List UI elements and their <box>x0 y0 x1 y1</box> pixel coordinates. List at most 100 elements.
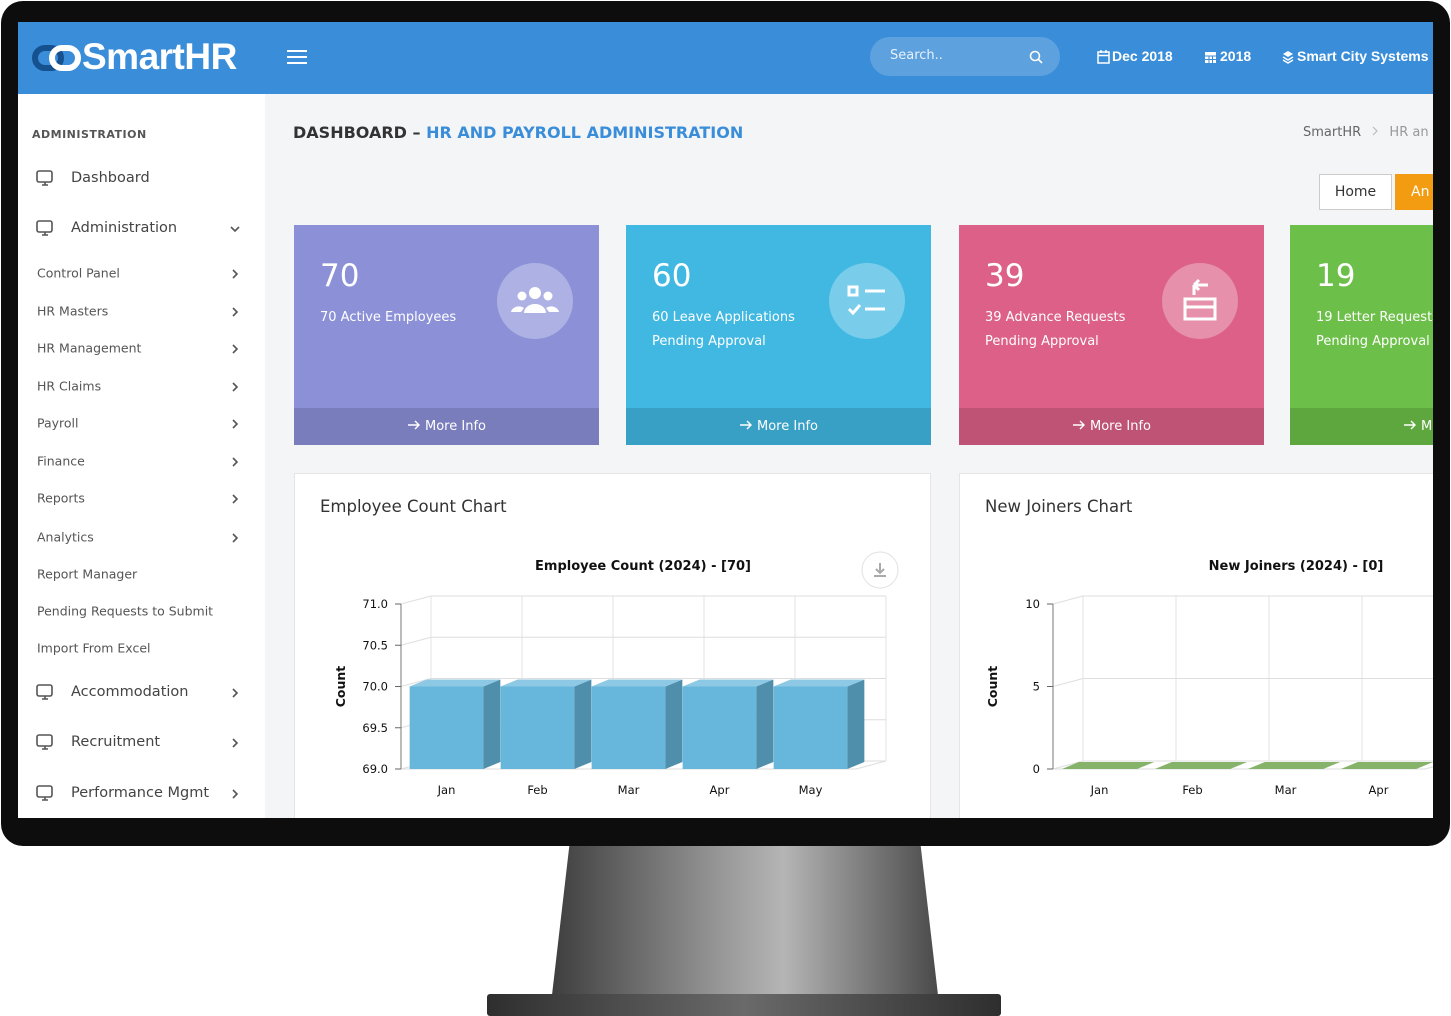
company-name[interactable]: Smart City Systems <box>1297 48 1429 64</box>
bar-top <box>682 679 774 687</box>
nav-item[interactable]: Import From Excel <box>18 633 265 663</box>
nav-item[interactable]: Payroll <box>18 408 265 438</box>
nav-item[interactable]: HR Claims <box>18 371 265 401</box>
nav-item[interactable]: HR Masters <box>18 296 265 326</box>
search-icon <box>1029 50 1043 64</box>
bar-side <box>574 679 592 769</box>
nav-item[interactable]: Analytics <box>18 522 265 552</box>
card-footer[interactable]: More Info <box>1290 408 1433 445</box>
nav-arrow <box>232 533 239 543</box>
stat-card: 39 39 Advance Requests Pending Approval Mor… <box>959 225 1264 445</box>
nav-arrow-shape <box>232 494 239 504</box>
chart-title: Employee Count (2024) - [70] <box>535 559 751 574</box>
nav-arrow <box>232 457 239 467</box>
floor-line <box>1424 766 1433 770</box>
nav-arrow <box>232 269 239 279</box>
x-tick-label: Apr <box>710 783 730 797</box>
home-button[interactable]: Home <box>1319 174 1392 210</box>
stat-label: 19 Letter Requests <box>1316 310 1433 325</box>
nav-item[interactable]: Control Panel <box>18 258 265 288</box>
y-tick-label: 10 <box>1025 597 1040 611</box>
stat-card: 60 60 Leave Applications Pending Approval M… <box>626 225 931 445</box>
x-tick-label: Jan <box>437 783 456 797</box>
nav-label: Performance Mgmt <box>71 785 210 801</box>
breadcrumb-item: HR an <box>1389 125 1429 140</box>
period-year[interactable]: 2018 <box>1220 48 1252 64</box>
card-footer[interactable]: More Info <box>294 408 599 445</box>
stat-count: 19 <box>1316 258 1356 294</box>
period-month[interactable]: Dec 2018 <box>1112 48 1173 64</box>
nav-item[interactable]: Report Manager <box>18 559 265 589</box>
footer-arrow-shape <box>740 420 753 430</box>
icon-shape <box>511 304 559 313</box>
menu-toggle[interactable] <box>286 48 308 66</box>
nav-item[interactable]: Administration <box>18 213 265 243</box>
nav-arrow <box>232 344 239 354</box>
footer-arrow <box>1073 420 1086 430</box>
nav-icon <box>36 734 53 750</box>
bar-top <box>1154 762 1248 769</box>
stat-icon-bg <box>829 263 905 339</box>
bar-top <box>591 679 683 687</box>
grid-line <box>400 595 886 605</box>
nav-label: Administration <box>71 220 178 236</box>
stat-label: 70 Active Employees <box>320 310 457 325</box>
nav-arrow <box>232 738 239 748</box>
grid-line <box>1052 760 1433 770</box>
stat-icon-bg <box>1162 263 1238 339</box>
nav-arrow <box>232 789 239 799</box>
nav-arrow-shape <box>232 688 239 698</box>
nav-label: Report Manager <box>37 566 138 582</box>
card-footer[interactable]: More Info <box>626 408 931 445</box>
bar-top <box>409 679 501 687</box>
card-footer[interactable]: More Info <box>959 408 1264 445</box>
footer-arrow-shape <box>1073 420 1086 430</box>
bar-side <box>483 679 501 769</box>
nav-label: Pending Requests to Submit <box>37 603 214 619</box>
search-box[interactable]: Search.. <box>870 37 1060 76</box>
nav-item[interactable]: Performance Mgmt <box>18 778 265 808</box>
icon-shape <box>543 291 553 301</box>
stat-label: Pending Approval <box>652 334 766 349</box>
nav-label: Payroll <box>37 415 79 431</box>
nav-icon-shape <box>36 785 53 798</box>
breadcrumb: SmartHR HR an <box>1303 125 1429 140</box>
stat-card: 70 70 Active Employees More Info <box>294 225 599 445</box>
nav-label: Import From Excel <box>37 640 151 656</box>
stat-label: 39 Advance Requests <box>985 310 1126 325</box>
stat-icon <box>497 263 573 339</box>
nav-item[interactable]: Recruitment <box>18 727 265 757</box>
nav-item[interactable]: Finance <box>18 446 265 476</box>
action-button[interactable]: An <box>1395 174 1433 210</box>
nav-item[interactable]: Pending Requests to Submit <box>18 596 265 626</box>
bar-front <box>591 686 666 769</box>
nav-item[interactable]: Dashboard <box>18 163 265 193</box>
panel-title: New Joiners Chart <box>985 497 1133 516</box>
search-placeholder: Search.. <box>890 48 943 63</box>
card-link: More Info <box>425 419 486 434</box>
stat-icon-glyph <box>511 287 559 313</box>
nav-arrow-shape <box>232 307 239 317</box>
nav-label: Analytics <box>37 529 94 545</box>
nav-item[interactable]: HR Management <box>18 333 265 363</box>
bar-side <box>847 679 865 769</box>
breadcrumb-item[interactable]: SmartHR <box>1303 125 1362 140</box>
grid-line <box>1052 595 1433 605</box>
nav-icon-shape <box>36 170 53 183</box>
stat-count: 60 <box>652 258 692 294</box>
icon-shape <box>529 287 541 299</box>
nav-arrow <box>232 688 239 698</box>
download-button[interactable] <box>861 551 899 589</box>
icon-shape <box>1183 278 1217 321</box>
card-link: More Info <box>757 419 818 434</box>
stat-icon-glyph <box>847 285 885 316</box>
nav-icon-shape <box>36 734 53 747</box>
x-tick-label: Feb <box>527 783 547 797</box>
bar-side <box>665 679 683 769</box>
nav-item[interactable]: Reports <box>18 483 265 513</box>
stat-icon <box>1162 263 1238 339</box>
page-heading: DASHBOARD – HR AND PAYROLL ADMINISTRATIO… <box>293 123 743 142</box>
nav-item[interactable]: Accommodation <box>18 677 265 707</box>
x-tick-label: Mar <box>618 783 640 797</box>
sidebar: ADMINISTRATION Dashboard Administration Co… <box>18 94 265 818</box>
